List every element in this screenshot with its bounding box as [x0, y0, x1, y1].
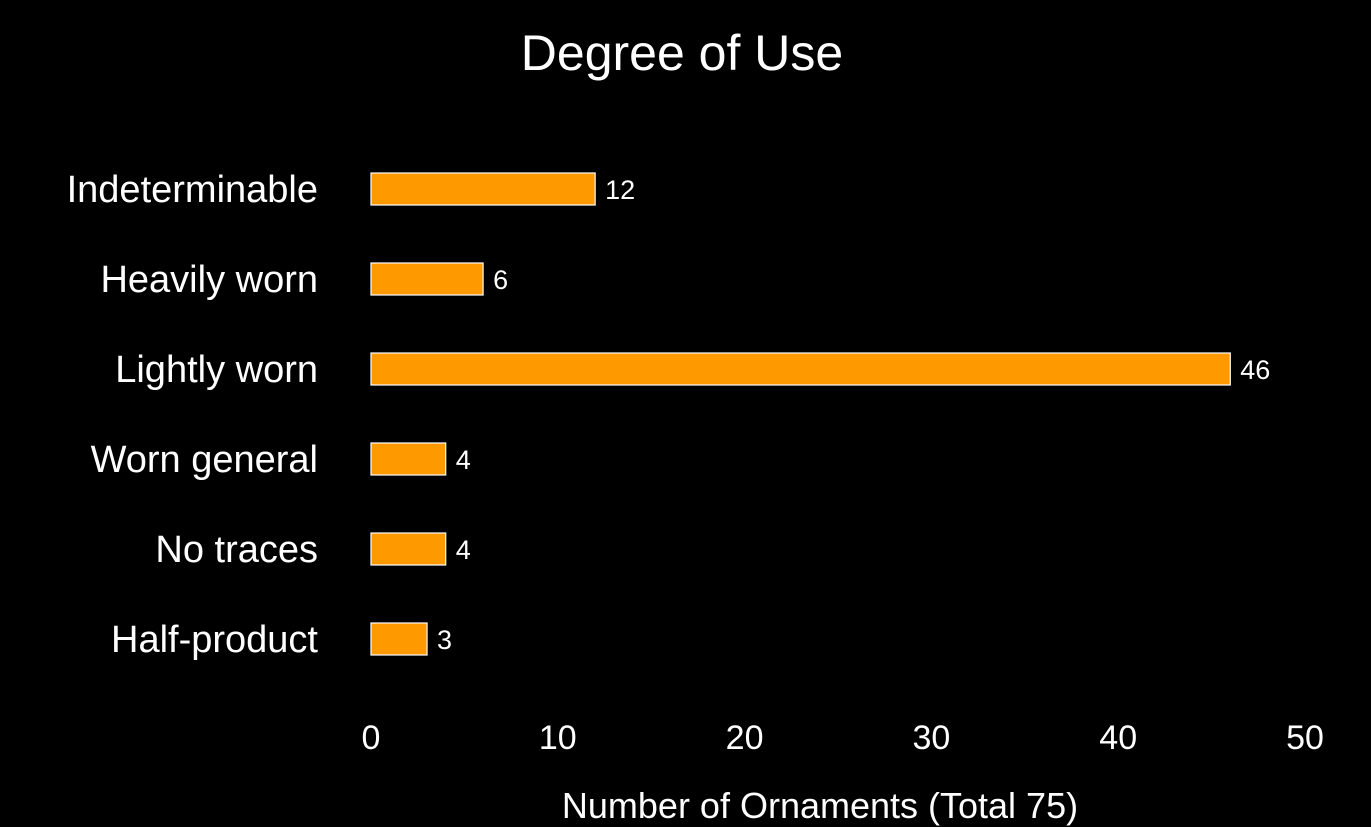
- x-tick-label: 0: [362, 719, 381, 757]
- category-label: Worn general: [91, 439, 318, 481]
- x-axis-title: Number of Ornaments (Total 75): [562, 785, 1078, 826]
- category-labels: Indeterminable Heavily worn Lightly worn Wo…: [67, 169, 319, 661]
- chart-title: Degree of Use: [521, 25, 843, 81]
- x-axis-ticks: 0 10 20 30 40 50: [362, 719, 1324, 757]
- bar: [370, 442, 447, 476]
- bar: [370, 622, 428, 656]
- bar: [370, 172, 596, 206]
- category-label: Half-product: [111, 619, 318, 661]
- data-label: 46: [1240, 355, 1270, 385]
- category-label: Indeterminable: [67, 169, 318, 211]
- x-tick-label: 20: [726, 719, 764, 757]
- bar: [370, 532, 447, 566]
- data-label: 12: [605, 175, 635, 205]
- data-label: 4: [456, 445, 471, 475]
- x-tick-label: 30: [912, 719, 950, 757]
- category-label: Heavily worn: [100, 259, 318, 301]
- data-label: 6: [493, 265, 508, 295]
- category-label: Lightly worn: [115, 349, 318, 391]
- bars-layer: [370, 172, 1231, 656]
- bar: [370, 352, 1231, 386]
- bar: [370, 262, 484, 296]
- data-label: 4: [456, 535, 471, 565]
- x-tick-label: 10: [539, 719, 577, 757]
- data-labels: 12 6 46 4 4 3: [437, 175, 1270, 655]
- x-tick-label: 50: [1286, 719, 1324, 757]
- x-tick-label: 40: [1099, 719, 1137, 757]
- category-label: No traces: [155, 529, 318, 571]
- data-label: 3: [437, 625, 452, 655]
